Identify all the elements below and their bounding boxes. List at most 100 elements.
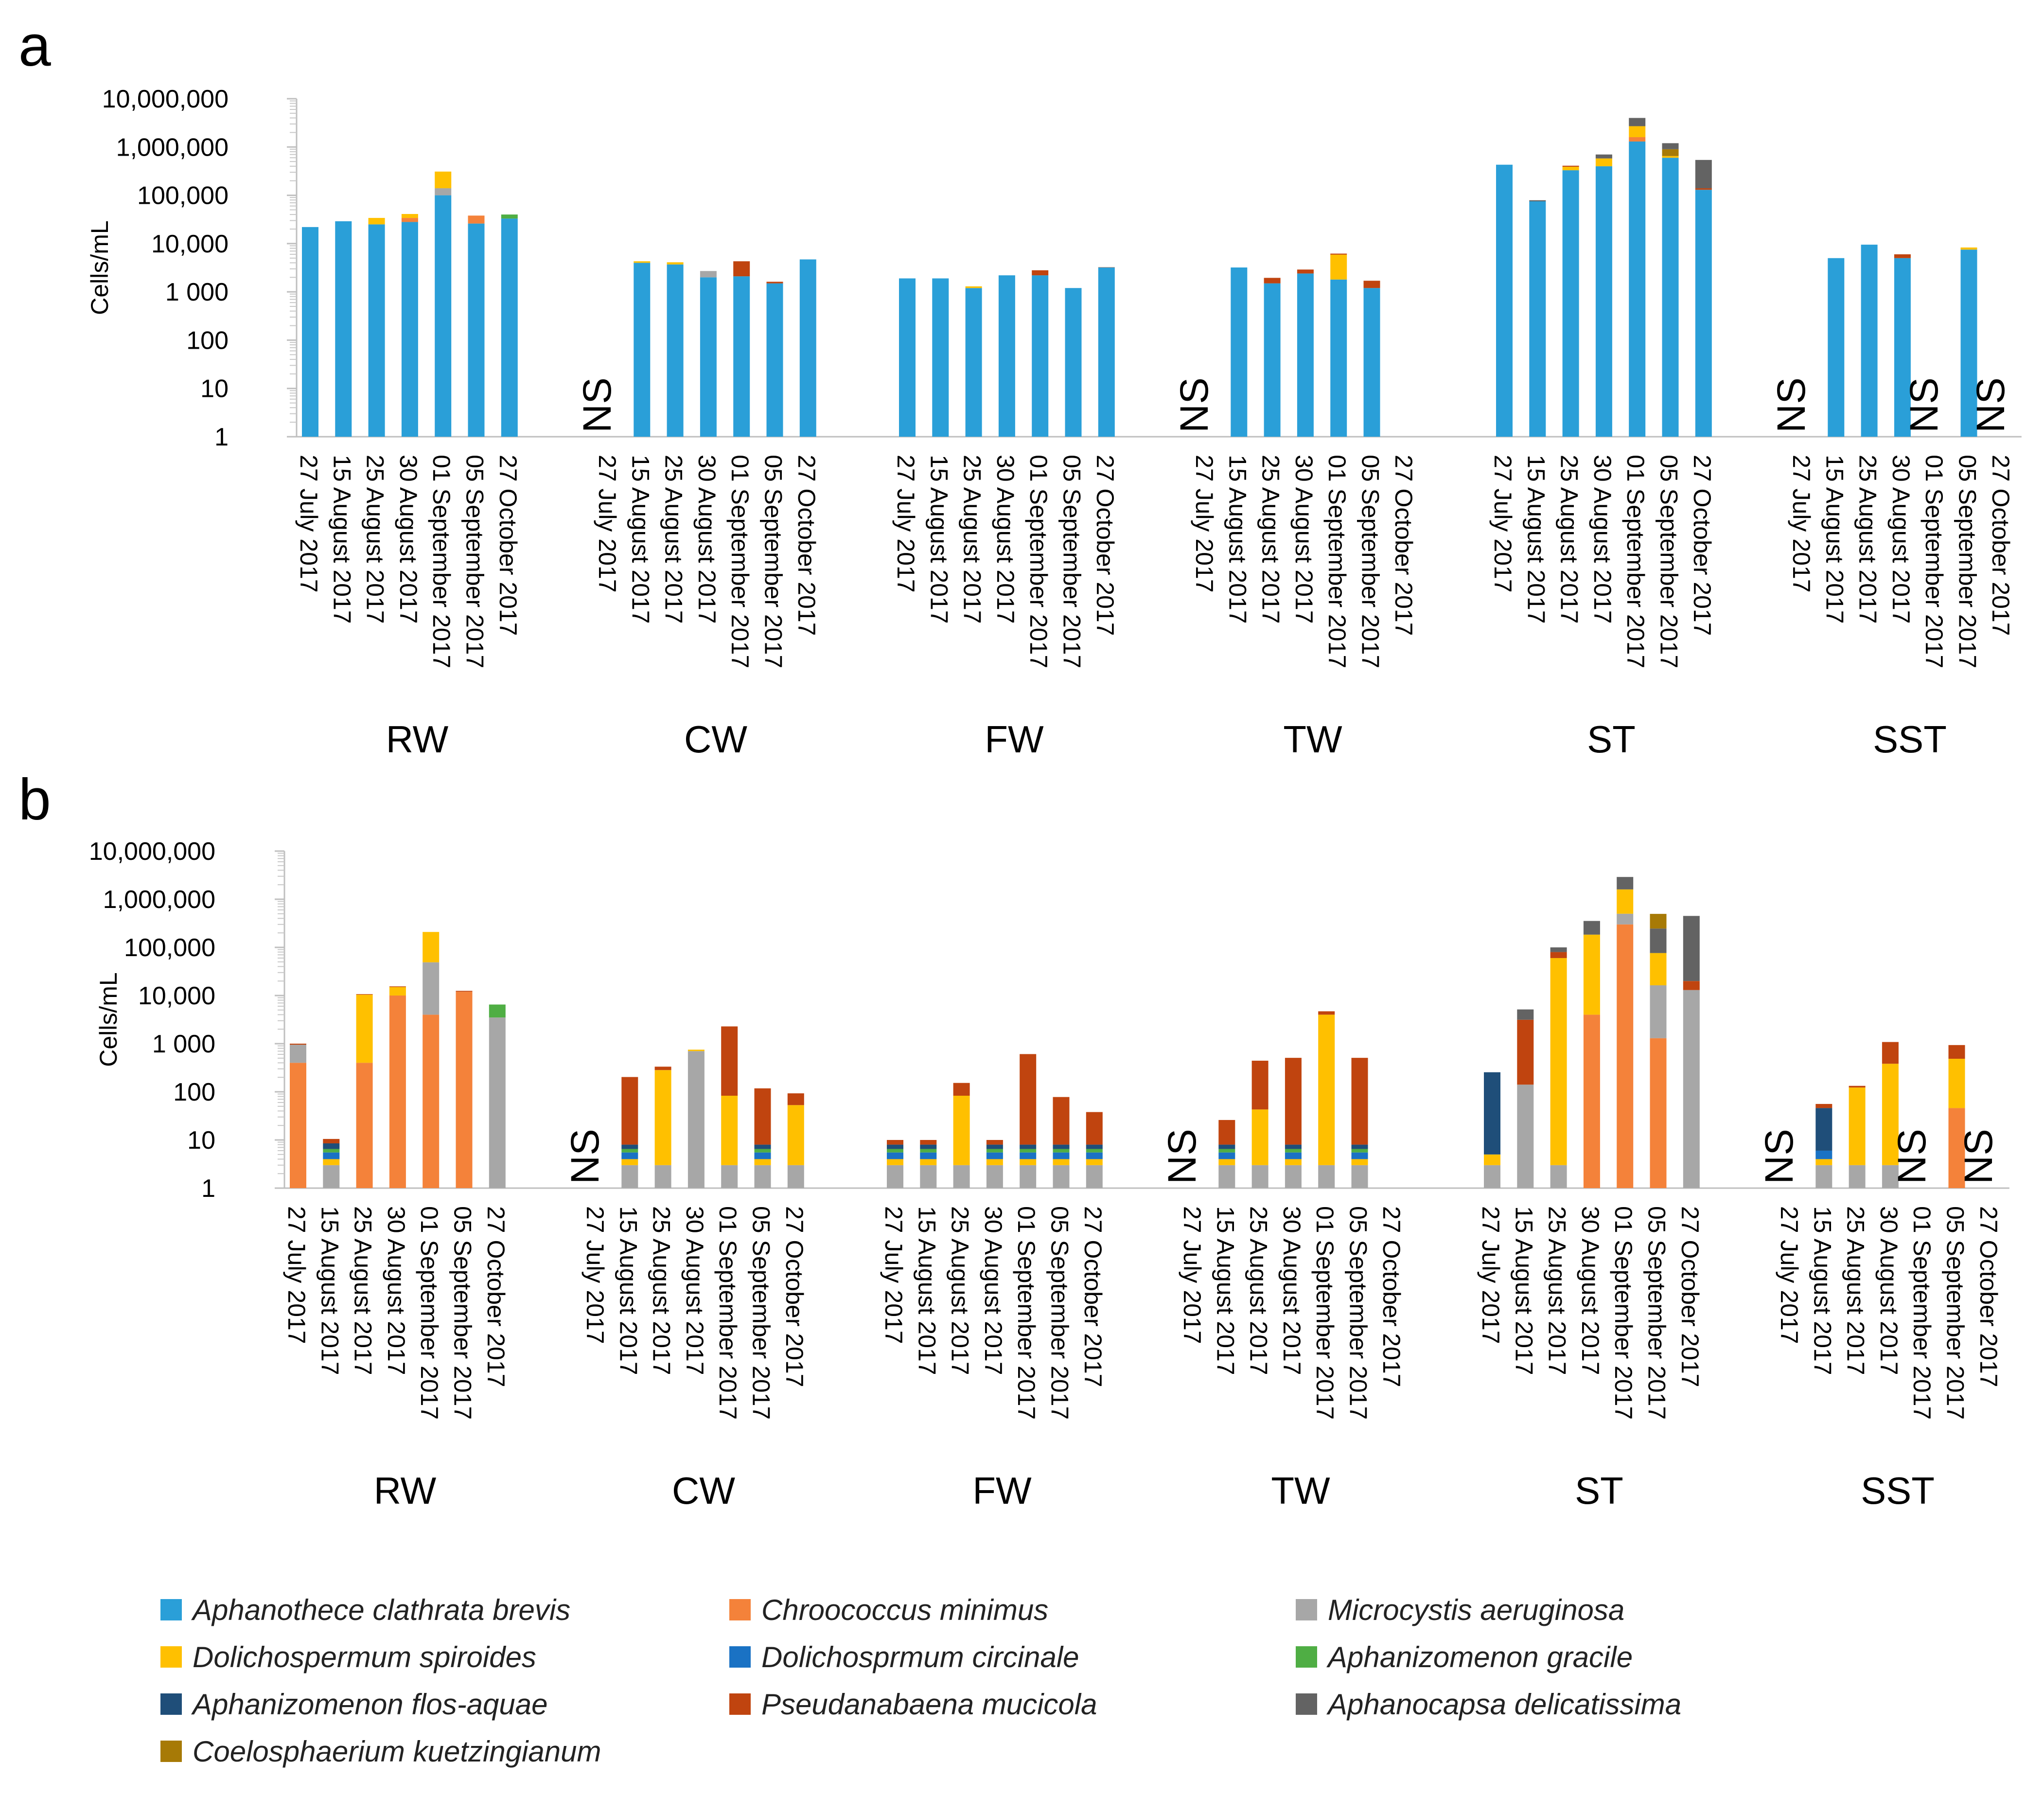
bar-segment [1948, 1059, 1965, 1108]
bar-segment [1053, 1149, 1070, 1153]
bar-segment [920, 1159, 937, 1165]
ns-label: NS [1956, 1129, 2001, 1184]
bar-segment [1218, 1165, 1235, 1188]
date-label: 01 September 2017 [1323, 455, 1351, 668]
bar-segment [1251, 1165, 1269, 1188]
bar-segment [621, 1152, 638, 1159]
date-label: 27 July 2017 [1788, 455, 1815, 593]
date-label: 15 August 2017 [1510, 1206, 1537, 1375]
date-label: 05 September 2017 [1942, 1206, 1969, 1420]
bar-segment [1683, 916, 1700, 981]
bar-segment [1065, 288, 1082, 437]
bar-segment [1849, 1165, 1866, 1188]
bar-segment [1285, 1165, 1302, 1188]
date-label: 30 August 2017 [693, 455, 721, 624]
date-label: 25 August 2017 [1245, 1206, 1272, 1375]
bar-segment [887, 1149, 903, 1153]
bar-segment [435, 188, 452, 196]
legend-label: Microcystis aeruginosa [1328, 1593, 1625, 1626]
date-label: 27 October 2017 [494, 455, 522, 636]
bar-segment [389, 995, 406, 1188]
bar-segment [887, 1165, 903, 1188]
bar-segment [368, 218, 385, 225]
bar-segment [1318, 1011, 1335, 1015]
legend-swatch [729, 1693, 751, 1715]
date-label: 27 July 2017 [1776, 1206, 1803, 1344]
date-label: 05 September 2017 [461, 455, 489, 668]
group-label: ST [1587, 718, 1636, 761]
date-label: 05 September 2017 [1656, 455, 1683, 668]
y-tick-label: 100,000 [137, 182, 229, 210]
legend-item: Dolichosprmum circinale [729, 1637, 1079, 1676]
bar-segment [1285, 1144, 1302, 1149]
bar-segment [920, 1149, 937, 1153]
bar-segment [323, 1159, 340, 1165]
date-label: 25 August 2017 [1257, 455, 1285, 624]
bar-segment [1218, 1144, 1235, 1149]
bar-segment [1650, 953, 1667, 985]
legend-label: Aphanizomenon gracile [1328, 1640, 1633, 1673]
bar-segment [754, 1088, 771, 1145]
bar-segment [1662, 156, 1679, 158]
bar-segment [1550, 958, 1567, 1165]
date-label: 25 August 2017 [1842, 1206, 1869, 1375]
bar-segment [356, 995, 373, 1063]
date-label: 25 August 2017 [1854, 455, 1882, 624]
bar-segment [621, 1077, 638, 1145]
bar-segment [1285, 1159, 1302, 1165]
bar-segment [290, 1043, 306, 1045]
bar-segment [1330, 279, 1347, 437]
bar-segment [1683, 981, 1700, 990]
bar-segment [1595, 154, 1612, 159]
bar-segment [887, 1152, 903, 1159]
bar-segment [501, 214, 518, 219]
bar-segment [1086, 1149, 1103, 1153]
bar-segment [1562, 170, 1579, 437]
group-label: RW [386, 718, 449, 761]
y-tick-label: 100,000 [124, 934, 215, 962]
date-label: 05 September 2017 [449, 1206, 476, 1420]
legend-label: Aphanizomenon flos-aquae [193, 1688, 548, 1721]
date-label: 01 September 2017 [1311, 1206, 1339, 1420]
group-label: TW [1271, 1469, 1330, 1512]
date-label: 27 July 2017 [1191, 455, 1218, 593]
group-label: CW [684, 718, 747, 761]
bar-segment [368, 224, 385, 437]
bar-segment [1020, 1159, 1037, 1165]
date-label: 25 August 2017 [1556, 455, 1583, 624]
date-label: 15 August 2017 [1212, 1206, 1239, 1375]
bar-segment [1650, 985, 1667, 1038]
bar-segment [389, 986, 406, 987]
bar-segment [1562, 166, 1579, 171]
y-tick-label: 1 000 [165, 278, 229, 306]
bar-segment [986, 1159, 1003, 1165]
bar-segment [1529, 200, 1546, 201]
bar-segment [1264, 278, 1281, 284]
bar-segment [1695, 190, 1712, 437]
bar-segment [1297, 273, 1314, 437]
ns-label: NS [1160, 1129, 1204, 1184]
bar-segment [667, 264, 684, 437]
bar-segment [356, 994, 373, 995]
date-label: 05 September 2017 [748, 1206, 775, 1420]
bar-segment [1861, 245, 1878, 437]
bar-segment [423, 932, 440, 962]
y-tick-label: 10,000,000 [89, 837, 215, 866]
bar-segment [1053, 1097, 1070, 1145]
chart-a: 1 10 100 1 000 10,000 100,000 1,000,000 10,000,… [86, 85, 2022, 761]
group-label: TW [1283, 718, 1342, 761]
ns-label: NS [575, 377, 619, 433]
legend-label: Dolichospermum spiroides [193, 1640, 536, 1673]
bar-segment [1285, 1149, 1302, 1153]
bar-segment [754, 1165, 771, 1188]
bar-segment [986, 1152, 1003, 1159]
panel-label-a: a [18, 13, 51, 78]
bar-segment [1529, 201, 1546, 437]
date-label: 27 July 2017 [880, 1206, 907, 1344]
legend-label: Aphanocapsa delicatissima [1328, 1688, 1682, 1721]
date-label: 27 October 2017 [1092, 455, 1119, 636]
bar-segment [887, 1140, 903, 1145]
bar-segment [887, 1159, 903, 1165]
legend-label: Coelosphaerium kuetzingianum [193, 1735, 601, 1768]
